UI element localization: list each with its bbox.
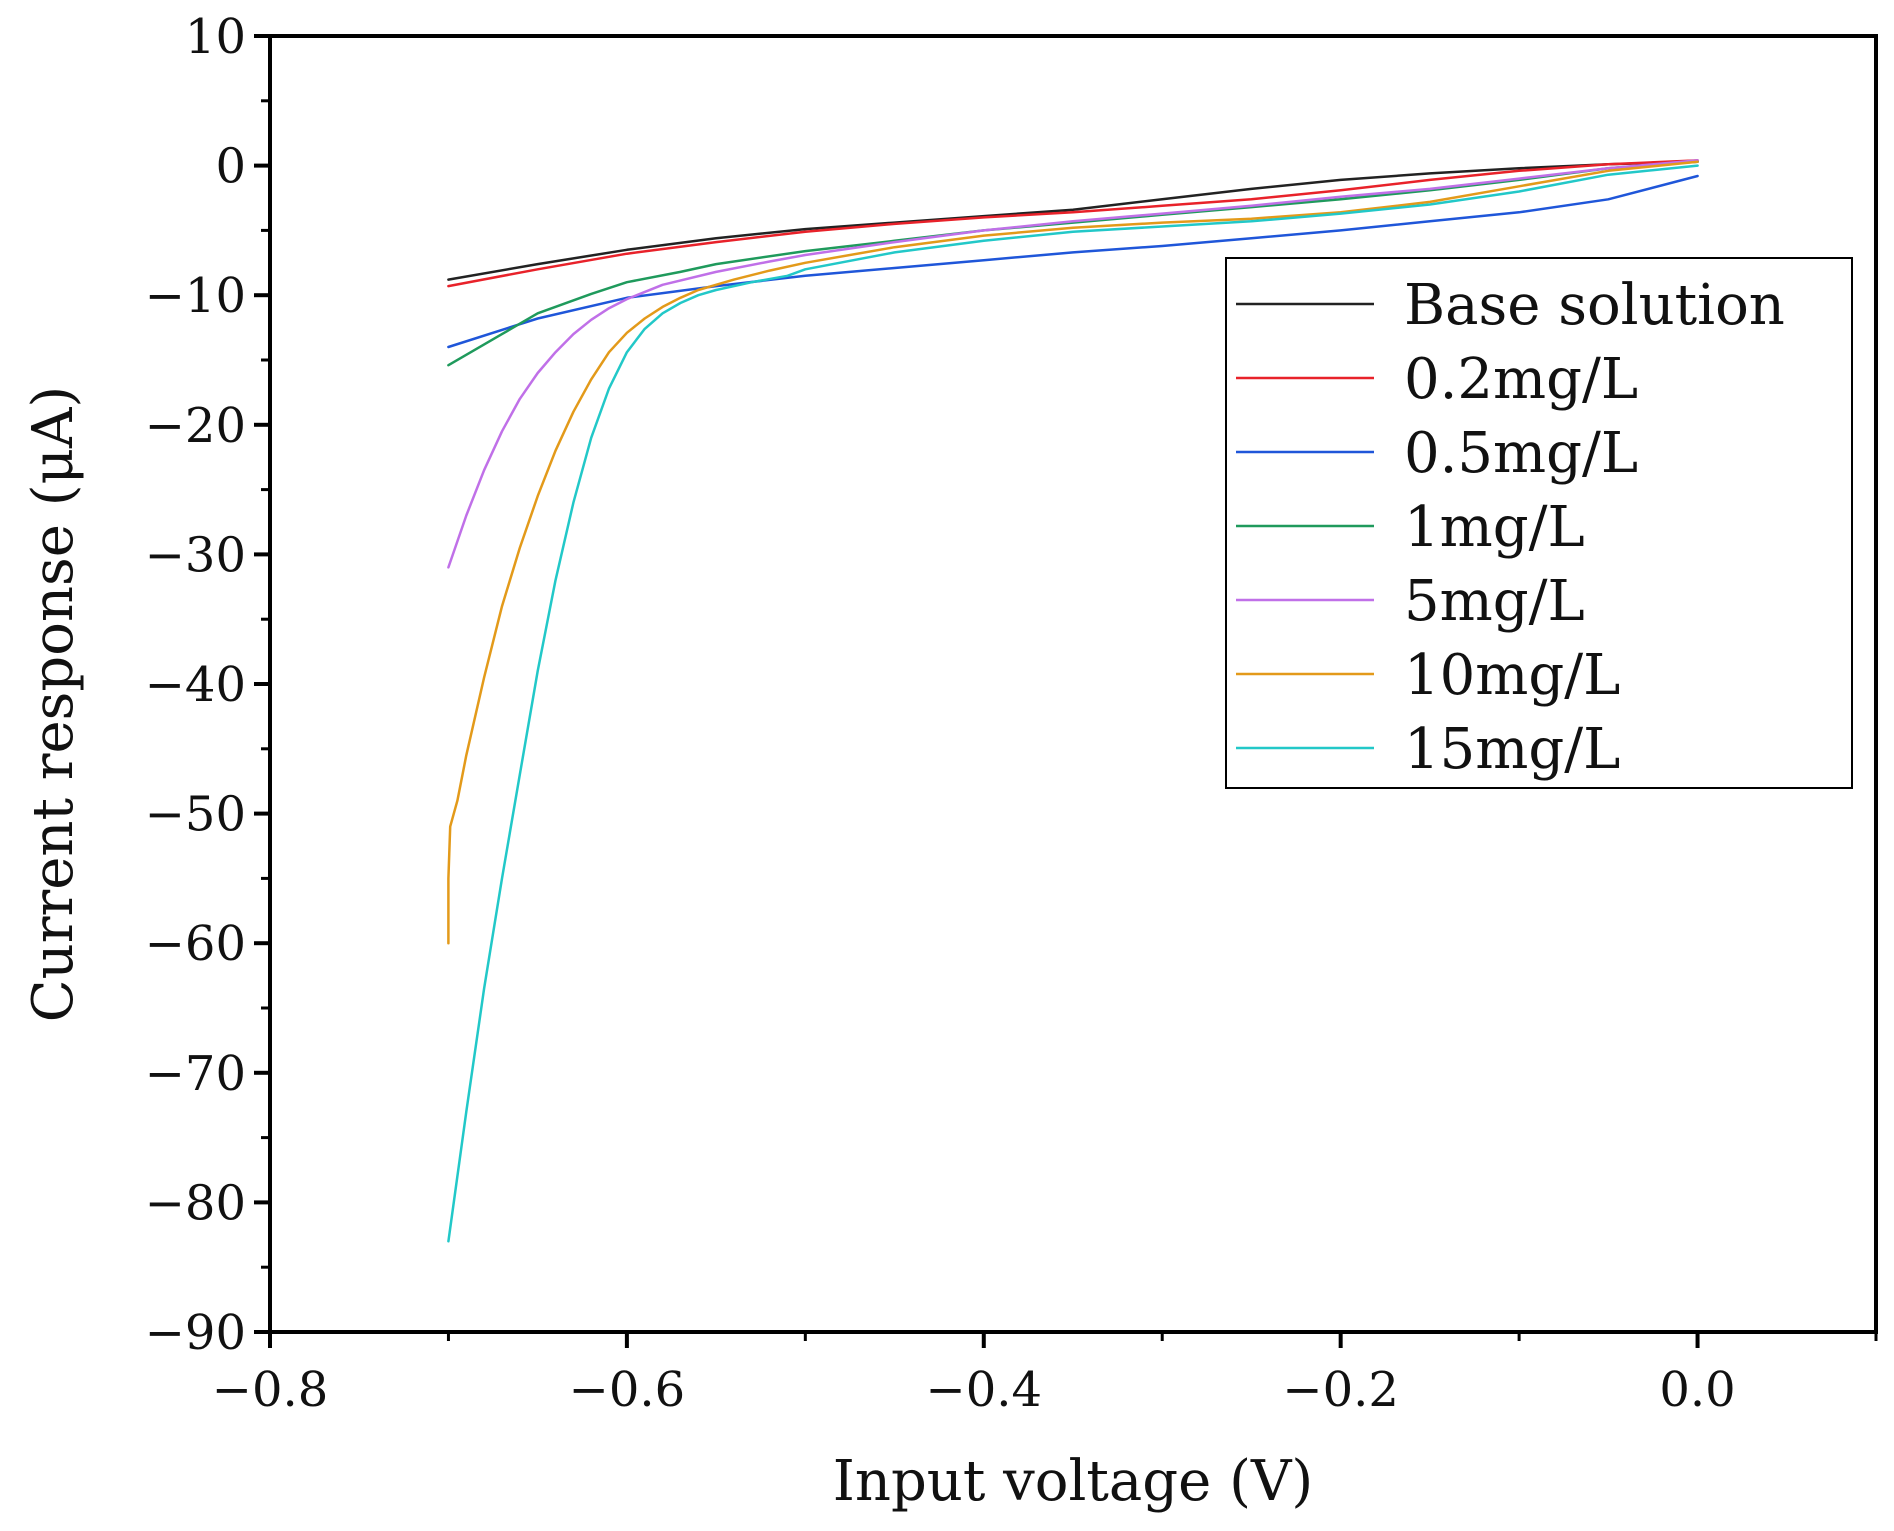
y-tick-label: −50 (145, 787, 246, 843)
series-line-6 (447, 160, 1699, 945)
legend-label: Base solution (1404, 273, 1785, 338)
legend-label: 10mg/L (1404, 643, 1620, 708)
y-tick-label: 10 (185, 9, 246, 65)
y-tick-label: −40 (145, 657, 246, 713)
x-axis-title: Input voltage (V) (833, 1449, 1313, 1514)
legend-label: 15mg/L (1404, 717, 1620, 782)
y-axis-title: Current response (μA) (21, 386, 86, 1022)
y-tick-label: −80 (145, 1175, 246, 1231)
legend-label: 0.2mg/L (1404, 347, 1638, 412)
y-tick-label: −20 (145, 398, 246, 454)
x-tick-label: 0.0 (1659, 1362, 1735, 1418)
legend-label: 0.5mg/L (1404, 421, 1638, 486)
y-tick-label: −90 (145, 1305, 246, 1361)
legend-label: 1mg/L (1404, 495, 1585, 560)
legend: Base solution 0.2mg/L 0.5mg/L 1mg/L 5mg/L 10m… (1225, 257, 1853, 789)
x-tick-label: −0.8 (212, 1362, 329, 1418)
legend-label: 5mg/L (1404, 569, 1585, 634)
y-tick-label: −60 (145, 916, 246, 972)
x-tick-label: −0.2 (1282, 1362, 1399, 1418)
series-line-1 (447, 160, 1699, 281)
legend-box (1225, 257, 1853, 789)
y-tick-label: 0 (215, 139, 246, 195)
series-line-7 (447, 164, 1699, 1243)
axis-layer: 10 0 −10 −20 −30 −40 −50 −60 −70 −80 −90−0.8 −0.6 −0… (145, 9, 1878, 1418)
x-tick-label: −0.6 (569, 1362, 686, 1418)
y-tick-label: −70 (145, 1046, 246, 1102)
series-line-2 (447, 159, 1699, 288)
series-layer (447, 159, 1699, 1243)
series-line-5 (447, 159, 1699, 569)
x-tick-label: −0.4 (925, 1362, 1042, 1418)
y-tick-label: −10 (145, 268, 246, 324)
y-tick-label: −30 (145, 527, 246, 583)
series-line-3 (447, 174, 1699, 349)
